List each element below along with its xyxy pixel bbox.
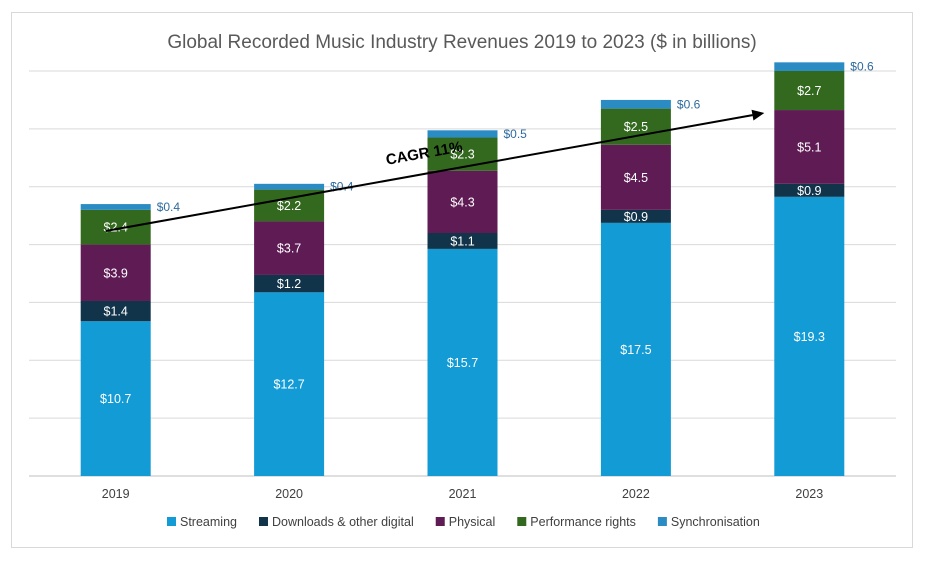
data-label: $5.1 — [797, 140, 821, 154]
legend-label: Downloads & other digital — [272, 515, 414, 529]
data-label: $0.9 — [797, 184, 821, 198]
data-label: $0.9 — [624, 210, 648, 224]
bar-segment-performance-rights-2019 — [80, 209, 151, 245]
bar-segment-streaming-2019 — [80, 321, 151, 476]
data-label: $0.5 — [504, 127, 528, 141]
legend-swatch — [435, 517, 445, 526]
bar-segment-downloads-other-digital-2022 — [600, 209, 671, 223]
legend-label: Performance rights — [530, 515, 636, 529]
x-tick-label: 2022 — [622, 487, 650, 501]
legend-swatch — [167, 517, 176, 526]
bar-segment-downloads-other-digital-2021 — [427, 233, 498, 249]
data-label: $0.6 — [677, 97, 701, 111]
data-label: $19.3 — [794, 330, 825, 344]
data-label: $1.4 — [104, 305, 128, 319]
data-label: $2.2 — [277, 199, 301, 213]
bar-segment-performance-rights-2022 — [600, 108, 671, 145]
data-label: $0.6 — [850, 60, 874, 74]
legend-label: Synchronisation — [671, 515, 760, 529]
bar-segment-synchronisation-2022 — [600, 99, 671, 109]
bar-segment-synchronisation-2023 — [774, 62, 845, 71]
data-label: $1.1 — [450, 234, 474, 248]
bar-segment-performance-rights-2021 — [427, 137, 498, 171]
bar-segment-downloads-other-digital-2020 — [254, 274, 325, 293]
bar-segment-streaming-2021 — [427, 248, 498, 476]
data-label: $2.3 — [450, 148, 474, 162]
bar-segment-physical-2019 — [80, 244, 151, 301]
bar-segment-streaming-2023 — [774, 196, 845, 476]
data-label: $2.7 — [797, 84, 821, 98]
bar-segment-downloads-other-digital-2023 — [774, 183, 845, 197]
legend-swatch — [517, 517, 527, 526]
legend-label: Streaming — [180, 515, 237, 529]
data-label: $15.7 — [447, 356, 478, 370]
legend: Streaming Downloads & other digital Physic… — [167, 515, 760, 529]
legend-label: Physical — [449, 515, 496, 529]
bar-segment-physical-2021 — [427, 170, 498, 233]
cagr-arrow-line — [105, 114, 753, 232]
legend-swatch — [657, 517, 667, 526]
cagr-arrow-head — [751, 109, 765, 121]
bar-segment-synchronisation-2020 — [254, 183, 325, 190]
data-label: $3.7 — [277, 242, 301, 256]
data-label: $10.7 — [100, 392, 131, 406]
x-tick-label: 2023 — [795, 487, 823, 501]
data-label: $12.7 — [273, 378, 304, 392]
chart-title: Global Recorded Music Industry Revenues … — [167, 32, 756, 53]
data-label: $3.9 — [104, 266, 128, 280]
bar-segment-synchronisation-2021 — [427, 130, 498, 138]
data-label: $17.5 — [620, 343, 651, 357]
chart-card: Global Recorded Music Industry Revenues … — [11, 12, 913, 548]
x-tick-label: 2021 — [449, 487, 477, 501]
data-label: $1.2 — [277, 277, 301, 291]
bar-segment-streaming-2020 — [254, 292, 325, 476]
bar-segment-streaming-2022 — [600, 222, 671, 476]
bar-segment-physical-2023 — [774, 110, 845, 184]
data-label: $2.5 — [624, 120, 648, 134]
x-axis-ticks: 2019 2020 2021 2022 2023 — [102, 487, 823, 501]
bar-segment-physical-2022 — [600, 144, 671, 210]
data-label: $4.3 — [450, 195, 474, 209]
bars — [80, 62, 845, 476]
x-tick-label: 2020 — [275, 487, 303, 501]
data-label: $0.4 — [157, 200, 181, 214]
segment-labels: $10.7$1.4$3.9$2.4$0.4$12.7$1.2$3.7$2.2$0… — [100, 60, 874, 406]
bar-segment-synchronisation-2019 — [80, 204, 151, 210]
legend-swatch — [258, 517, 268, 526]
data-label: $4.5 — [624, 171, 648, 185]
bar-segment-downloads-other-digital-2019 — [80, 300, 151, 322]
bar-segment-performance-rights-2023 — [774, 71, 845, 111]
stacked-bar-chart: Global Recorded Music Industry Revenues … — [29, 32, 896, 529]
bar-segment-physical-2020 — [254, 221, 325, 275]
x-tick-label: 2019 — [102, 487, 130, 501]
